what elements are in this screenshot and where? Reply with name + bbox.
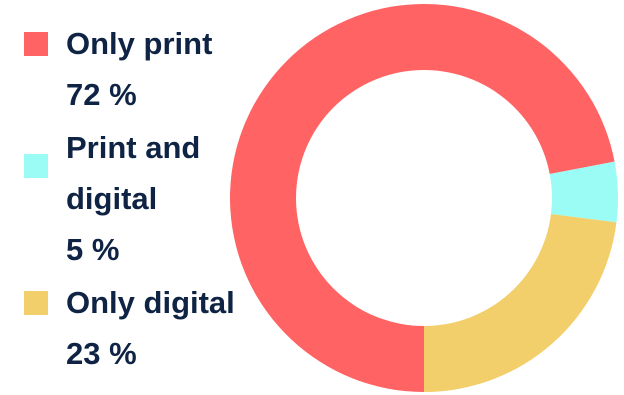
legend-text-only-digital: Only digital 23 % xyxy=(66,277,254,379)
legend-label: Only print xyxy=(66,26,213,61)
legend-swatch-print-and-digital xyxy=(24,154,48,178)
legend-item-print-and-digital: Print and digital 5 % xyxy=(24,122,254,275)
legend-label: Only digital xyxy=(66,285,235,320)
chart-legend: Only print 72 % Print and digital 5 % On… xyxy=(24,18,254,381)
slice-only-print xyxy=(229,3,615,393)
legend-label: Print and digital xyxy=(66,130,201,216)
legend-value: 72 % xyxy=(66,77,137,112)
slice-print-and-digital xyxy=(549,161,618,223)
legend-swatch-only-print xyxy=(24,32,48,56)
legend-value: 5 % xyxy=(66,232,120,267)
slice-only-digital xyxy=(424,214,617,392)
legend-text-only-print: Only print 72 % xyxy=(66,18,254,120)
legend-swatch-only-digital xyxy=(24,291,48,315)
legend-item-only-digital: Only digital 23 % xyxy=(24,277,254,379)
legend-item-only-print: Only print 72 % xyxy=(24,18,254,120)
legend-value: 23 % xyxy=(66,336,137,371)
legend-text-print-and-digital: Print and digital 5 % xyxy=(66,122,254,275)
